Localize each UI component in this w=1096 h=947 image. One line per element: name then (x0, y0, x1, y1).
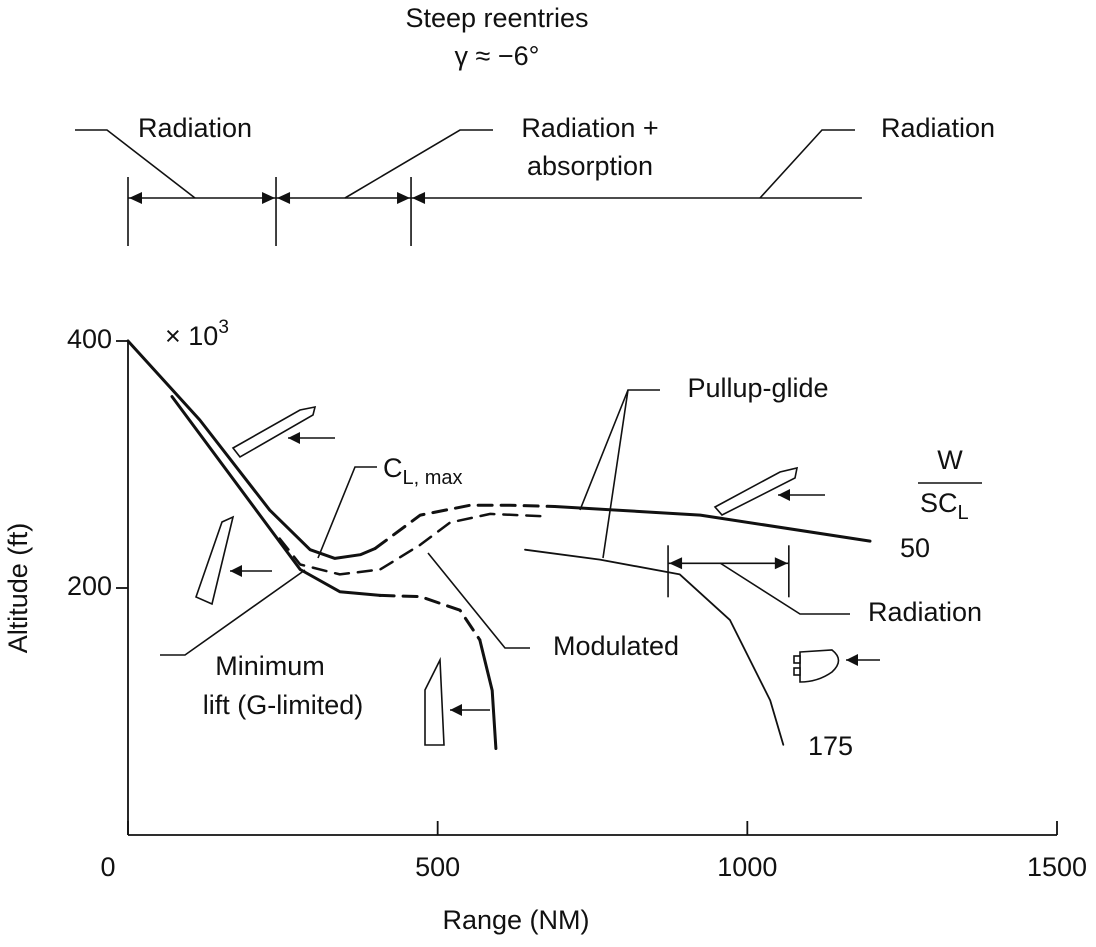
curve (278, 512, 549, 576)
vehicle-icon (713, 466, 799, 516)
annotation: 175 (808, 731, 853, 761)
leader-line (344, 129, 493, 199)
vehicle-icon (231, 405, 317, 459)
vehicle-icon (793, 655, 801, 664)
leader-line (719, 562, 850, 615)
annotation: CL, max (383, 453, 463, 489)
leader-line (75, 129, 196, 199)
y-multiplier: × 103 (165, 317, 229, 351)
range-label: absorption (527, 151, 653, 181)
annotation: Radiation (868, 597, 982, 627)
range-label: Radiation + (521, 113, 658, 143)
annotation: Modulated (553, 631, 679, 661)
vehicle-icon (799, 649, 840, 683)
y-tick-label: 200 (67, 571, 112, 601)
y-axis-label: Altitude (ft) (3, 523, 33, 654)
annotation-main: SC (920, 488, 958, 518)
arrowhead (669, 557, 683, 570)
vehicle-icons (195, 405, 880, 746)
leader-line (160, 569, 306, 656)
annotation-sub: L, max (403, 467, 463, 489)
arrowhead (262, 192, 276, 204)
chart-subtitle: γ ≈ −6° (455, 41, 540, 71)
x-tick-label: 0 (100, 852, 115, 882)
annotation: lift (G-limited) (203, 690, 364, 720)
arrowhead (288, 432, 300, 444)
curve (553, 505, 872, 543)
x-tick-label: 500 (415, 852, 460, 882)
annotation: W (937, 445, 963, 475)
annotation-main: C (383, 453, 403, 483)
y-multiplier-exp: 3 (218, 317, 229, 338)
curve (478, 638, 498, 750)
leader-line (602, 389, 629, 559)
arrowhead (774, 557, 788, 570)
annotation: Pullup-glide (687, 373, 828, 403)
vehicle-icon (195, 515, 235, 606)
arrowhead (778, 489, 790, 501)
curve (126, 339, 377, 560)
y-multiplier-base: × 10 (165, 321, 218, 351)
chart-title: Steep reentries (405, 3, 588, 33)
curve (378, 593, 482, 642)
x-tick-label: 1000 (717, 852, 777, 882)
leader-line (427, 552, 530, 649)
leader-line (759, 129, 855, 199)
y-tick-label: 400 (67, 324, 112, 354)
range-label: Radiation (138, 113, 252, 143)
vehicle-icon (424, 656, 445, 746)
arrowhead (450, 704, 462, 716)
x-tick-label: 1500 (1027, 852, 1087, 882)
range-label: Radiation (881, 113, 995, 143)
arrowhead (129, 192, 142, 204)
vehicle-icon (793, 667, 801, 676)
annotation: Minimum (215, 651, 325, 681)
x-axis-label: Range (NM) (442, 905, 589, 935)
curve (524, 548, 785, 746)
annotation: 50 (900, 533, 930, 563)
curve (373, 503, 557, 550)
arrowhead (277, 192, 291, 204)
arrowhead (230, 565, 242, 577)
arrowhead (397, 192, 411, 204)
arrowhead (846, 654, 858, 666)
annotation: SCL (920, 488, 969, 524)
leader-line (579, 389, 660, 511)
curve (170, 395, 382, 597)
arrowhead (412, 192, 426, 204)
leader-line (317, 466, 377, 559)
annotation-sub: L (958, 502, 969, 524)
